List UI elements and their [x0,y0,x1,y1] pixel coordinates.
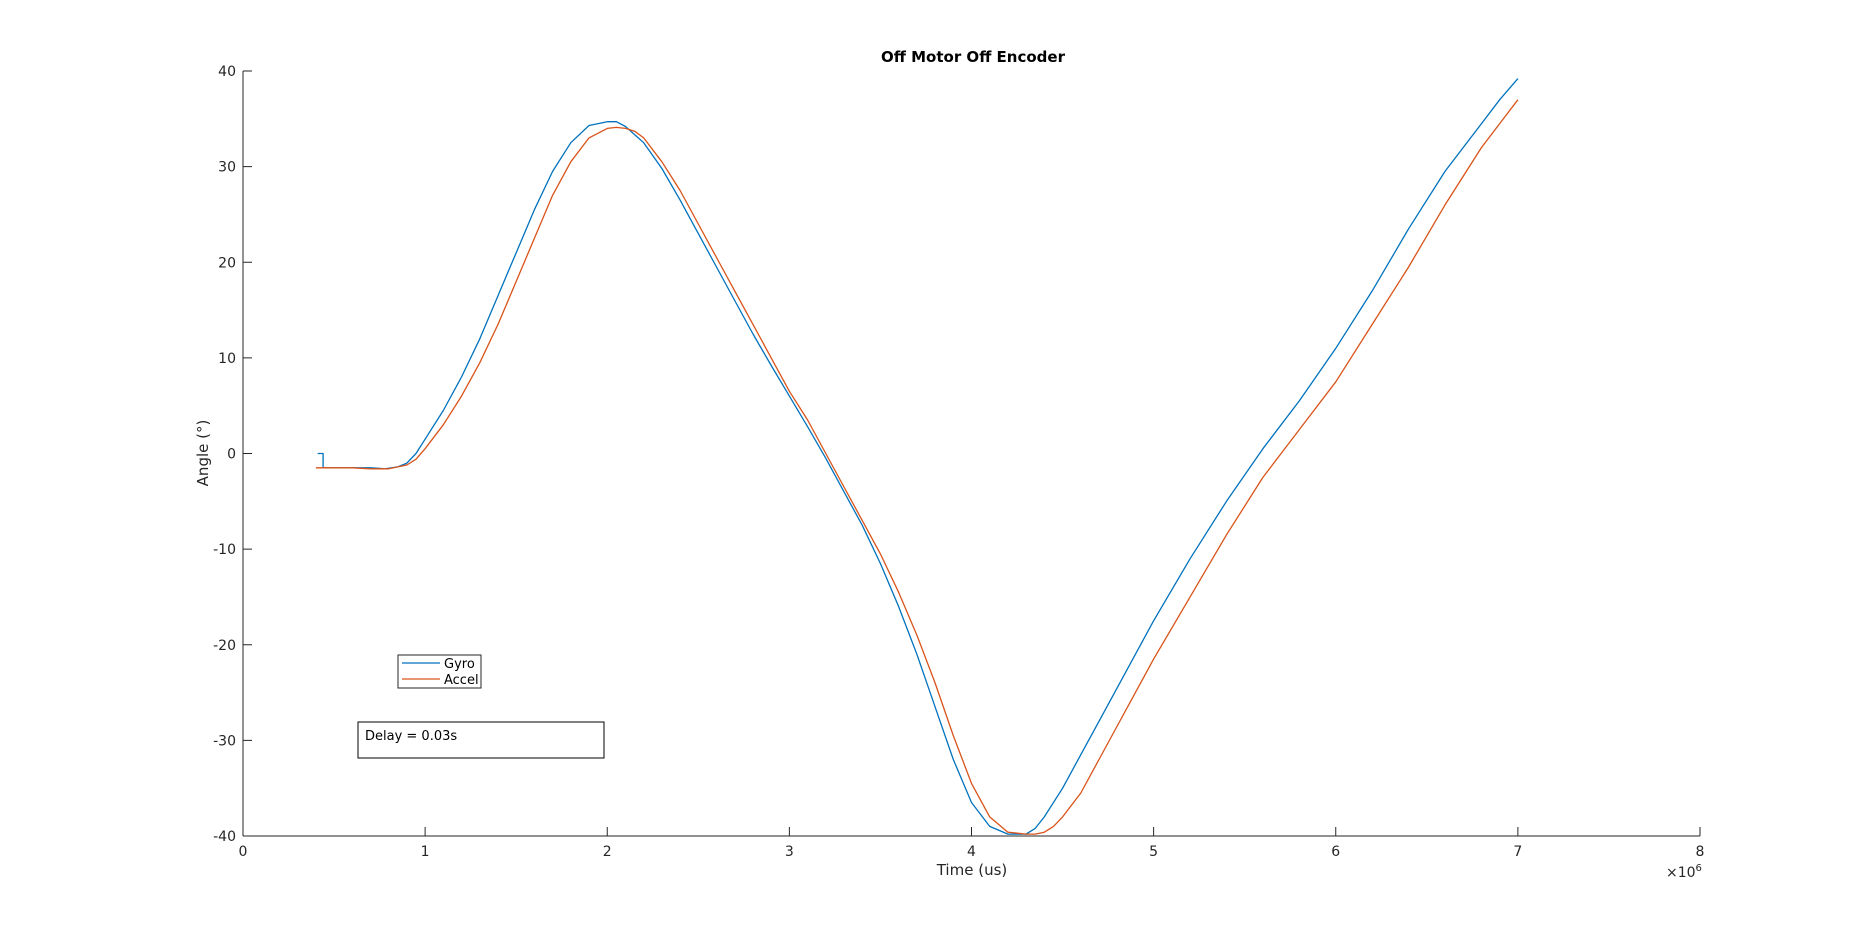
delay-annotation: Delay = 0.03s [357,721,605,759]
y-tick-label: -20 [213,638,236,654]
legend-label-accel: Accel [444,673,479,688]
y-tick-label: 10 [218,351,236,367]
y-ticks: -40 -30 -20 -10 0 10 20 30 40 [213,64,252,845]
series-line-accel [315,99,1519,835]
y-tick-label: 0 [227,447,236,463]
x-exponent-label: ×106 [1666,863,1702,881]
y-tick-label: -30 [213,733,236,749]
legend: Gyro Accel [397,654,482,689]
y-tick-label: 20 [218,255,236,271]
x-exponent-base: ×10 [1666,865,1696,881]
x-tick-label: 1 [421,844,430,860]
x-ticks: 0 1 2 3 4 5 6 7 8 [239,827,1705,860]
x-tick-label: 0 [239,844,248,860]
y-tick-label: 30 [218,160,236,176]
y-axis-label: Angle (°) [194,420,212,487]
annotation-box [357,721,605,759]
x-axis-label: Time (us) [936,861,1008,879]
chart-title: Off Motor Off Encoder [881,48,1066,66]
x-tick-label: 4 [967,844,976,860]
x-tick-label: 3 [785,844,794,860]
series-line-gyro [317,78,1519,835]
y-tick-label: -40 [213,829,236,845]
x-tick-label: 5 [1149,844,1158,860]
svg-text:×106: ×106 [1666,863,1702,881]
x-tick-label: 2 [603,844,612,860]
legend-box [397,654,482,689]
y-tick-label: 40 [218,64,236,80]
x-tick-label: 7 [1513,844,1522,860]
x-tick-label: 8 [1696,844,1705,860]
annotation-text: Delay = 0.03s [365,729,457,744]
series-layer [315,78,1519,835]
legend-label-gyro: Gyro [444,657,475,672]
y-tick-label: -10 [213,542,236,558]
x-tick-label: 6 [1331,844,1340,860]
x-exponent-power: 6 [1696,863,1702,874]
